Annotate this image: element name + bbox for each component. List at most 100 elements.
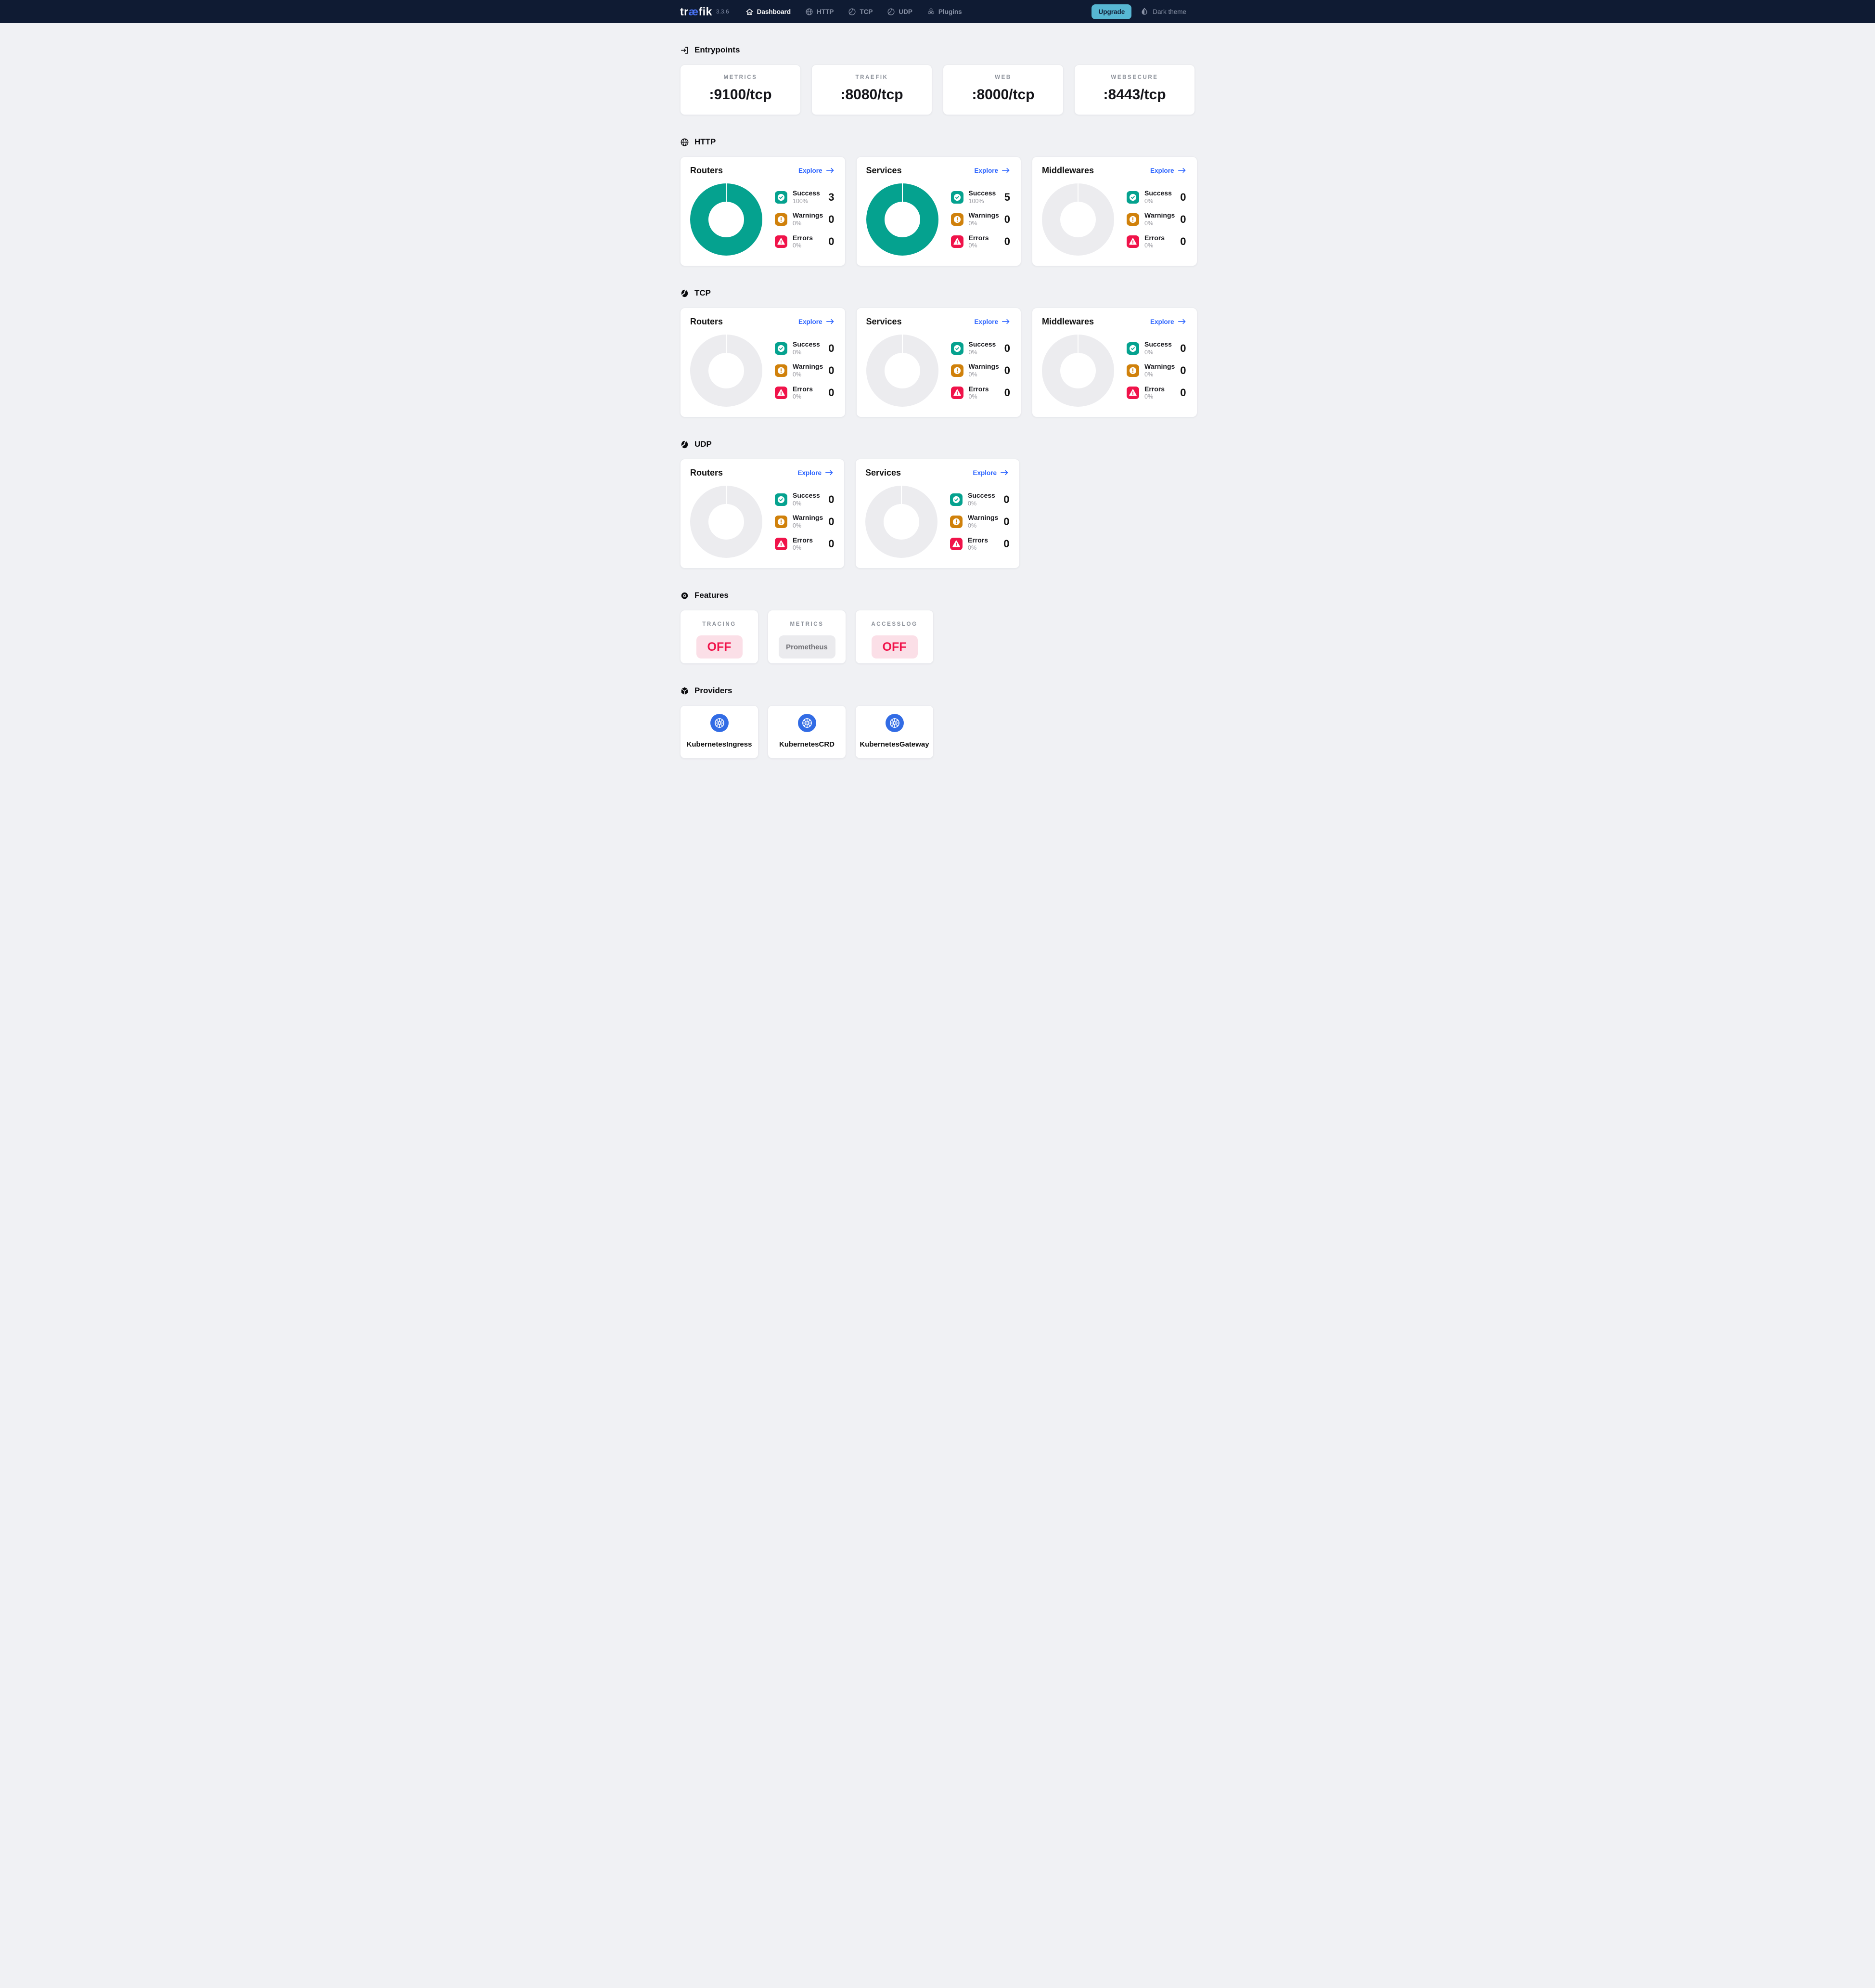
errors-stat-row: Errors 0% 0 (775, 234, 835, 250)
success-icon (950, 191, 963, 204)
explore-tcp-routers-link[interactable]: Explore (798, 318, 835, 325)
nav-item-udp[interactable]: UDP (887, 8, 912, 16)
explore-udp-routers-link[interactable]: Explore (797, 469, 834, 477)
success-icon (775, 191, 787, 204)
providers-title: Providers (694, 686, 732, 695)
errors-count: 0 (828, 235, 835, 248)
errors-stat-row: Errors 0% 0 (1127, 385, 1186, 401)
explore-tcp-middlewares-link[interactable]: Explore (1150, 318, 1186, 325)
dashboard-content: Entrypoints METRICS :9100/tcp TRAEFIK :8… (680, 45, 1197, 779)
arrow-right-icon (826, 168, 835, 174)
feature-status-badge: OFF (696, 635, 743, 658)
provider-name: KubernetesIngress (686, 740, 752, 749)
provider-card-kubernetes-crd: KubernetesCRD (768, 705, 846, 759)
udp-routers-card: Routers Explore Success 0% 0 Warnings 0% 0 (680, 459, 845, 568)
warnings-stat-row: Warnings 0% 0 (775, 514, 835, 529)
nav-label-plugins: Plugins (938, 8, 962, 15)
arrow-right-icon (826, 319, 835, 325)
warning-icon (950, 364, 963, 377)
entrypoint-label: METRICS (723, 75, 758, 80)
explore-http-services-link[interactable]: Explore (975, 167, 1011, 174)
warning-icon (1127, 213, 1140, 226)
errors-count: 0 (1180, 235, 1186, 248)
card-title: Middlewares (1042, 317, 1094, 326)
entrypoint-value: :8000/tcp (972, 87, 1035, 103)
error-icon (775, 235, 787, 248)
success-count: 0 (828, 493, 835, 505)
errors-stat-row: Errors 0% 0 (1127, 234, 1186, 250)
success-icon (1127, 342, 1140, 355)
nav-label-tcp: TCP (860, 8, 873, 15)
nav-label-dashboard: Dashboard (757, 8, 791, 15)
error-icon (1127, 387, 1140, 400)
explore-label: Explore (1150, 318, 1174, 325)
arrow-right-icon (1178, 319, 1186, 325)
entrypoints-icon (680, 46, 689, 55)
feature-status-badge: Prometheus (778, 635, 835, 658)
nav-label-udp: UDP (899, 8, 912, 15)
warning-icon (775, 516, 787, 528)
http-globe-icon (680, 138, 689, 147)
http-section-header: HTTP (680, 137, 1195, 147)
top-navbar: tr æ fik 3.3.6 Dashboard HTTP TCP (0, 0, 1875, 23)
providers-package-icon (680, 686, 689, 696)
card-title: Services (866, 166, 902, 175)
entrypoint-label: WEB (995, 75, 1012, 80)
http-cards: Routers Explore Success 100% 3 Warnings 0%… (680, 156, 1197, 266)
http-routers-donut-chart (690, 183, 762, 256)
nav-item-tcp[interactable]: TCP (848, 8, 873, 16)
udp-services-card: Services Explore Success 0% 0 Warnings 0% … (855, 459, 1020, 568)
explore-tcp-services-link[interactable]: Explore (975, 318, 1011, 325)
explore-http-middlewares-link[interactable]: Explore (1150, 167, 1186, 174)
upgrade-button[interactable]: Upgrade (1092, 4, 1132, 19)
explore-udp-services-link[interactable]: Explore (973, 469, 1009, 477)
explore-label: Explore (798, 318, 822, 325)
entrypoint-value: :8443/tcp (1103, 87, 1166, 103)
logo-text-2: fik (698, 5, 712, 18)
warnings-count: 0 (1180, 213, 1186, 225)
providers-cards: KubernetesIngress KubernetesCRD Kubernet… (680, 705, 1195, 759)
tcp-services-donut-chart (866, 335, 938, 407)
success-stat-row: Success 100% 5 (950, 189, 1010, 205)
http-title: HTTP (694, 137, 716, 146)
nav-item-dashboard[interactable]: Dashboard (745, 8, 791, 16)
warnings-stat-row: Warnings 0% 0 (950, 514, 1010, 529)
provider-name: KubernetesCRD (779, 740, 835, 749)
errors-count: 0 (1004, 235, 1011, 248)
arrow-right-icon (1178, 168, 1186, 174)
explore-http-routers-link[interactable]: Explore (798, 167, 835, 174)
warnings-stat-row: Warnings 0% 0 (1127, 362, 1186, 378)
warnings-stat-row: Warnings 0% 0 (775, 211, 835, 227)
nav-item-plugins[interactable]: Plugins (927, 8, 962, 16)
warning-icon (950, 213, 963, 226)
errors-count: 0 (828, 538, 835, 550)
feature-card-tracing: TRACING OFF (680, 610, 758, 664)
success-stat-row: Success 0% 0 (775, 340, 835, 356)
entrypoint-card-web: WEB :8000/tcp (943, 65, 1064, 115)
main-nav: Dashboard HTTP TCP UDP (745, 8, 962, 16)
feature-label: ACCESSLOG (871, 621, 918, 627)
udp-section-icon (680, 440, 689, 449)
plugins-icon (927, 8, 935, 16)
warnings-stat-row: Warnings 0% 0 (775, 362, 835, 378)
nav-item-http[interactable]: HTTP (805, 8, 834, 16)
warnings-stat-row: Warnings 0% 0 (950, 211, 1010, 227)
error-icon (950, 387, 963, 400)
entrypoint-value: :9100/tcp (709, 87, 772, 103)
features-title: Features (694, 591, 729, 600)
success-stat-row: Success 0% 0 (1127, 340, 1186, 356)
version-label: 3.3.6 (716, 8, 729, 15)
feature-card-accesslog: ACCESSLOG OFF (855, 610, 934, 664)
warnings-stat-row: Warnings 0% 0 (1127, 211, 1186, 227)
warnings-count: 0 (828, 364, 835, 376)
tcp-section-icon (680, 289, 689, 298)
errors-stat-row: Errors 0% 0 (950, 385, 1010, 401)
errors-count: 0 (1180, 387, 1186, 399)
http-middlewares-donut-chart (1042, 183, 1115, 256)
dark-theme-toggle[interactable]: Dark theme (1140, 7, 1186, 16)
provider-card-kubernetes-gateway: KubernetesGateway (855, 705, 934, 759)
traefik-logo: tr æ fik (680, 5, 712, 18)
explore-label: Explore (797, 469, 822, 477)
success-count: 0 (1180, 191, 1186, 203)
udp-icon (887, 8, 895, 16)
